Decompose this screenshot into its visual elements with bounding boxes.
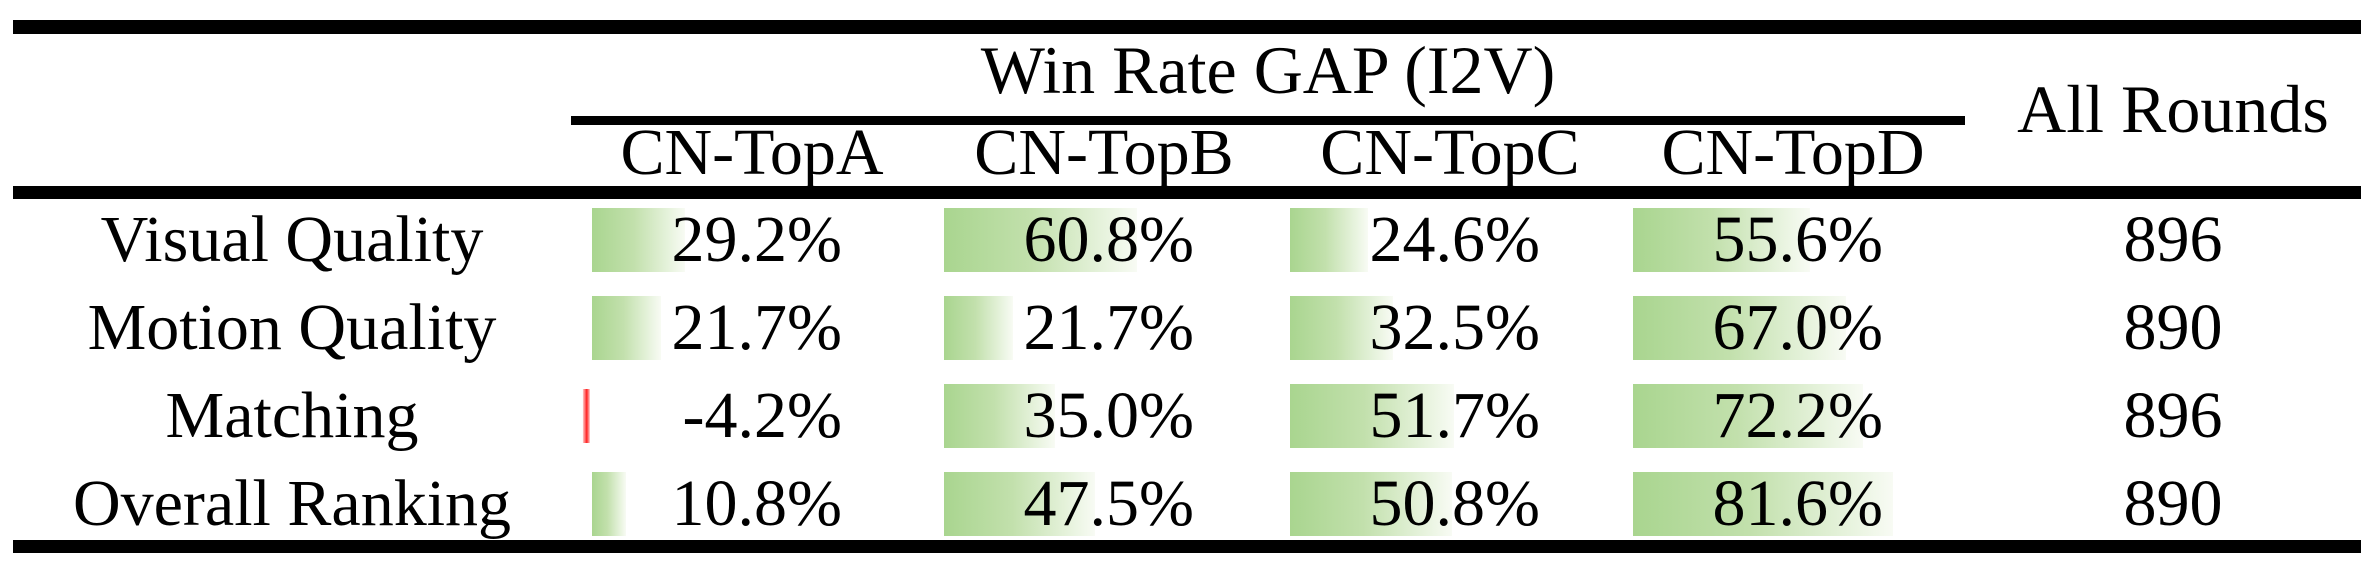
cell-value: 60.8%: [1023, 203, 1194, 276]
data-bar: [944, 472, 1096, 536]
data-bar: [582, 389, 590, 443]
cell-value: 55.6%: [1712, 203, 1883, 276]
row-label: Matching: [165, 379, 419, 452]
data-cell: -4.2%: [582, 372, 922, 460]
table-row-visual-quality: Visual Quality 29.2% 60.8% 24.6% 55.6% 8…: [0, 196, 2374, 284]
data-cell: 81.6%: [1633, 460, 1963, 548]
all-rounds-value: 896: [2123, 379, 2223, 452]
cell-value: 29.2%: [671, 203, 842, 276]
table-row-motion-quality: Motion Quality 21.7% 21.7% 32.5% 67.0% 8…: [0, 284, 2374, 372]
row-label: Visual Quality: [100, 203, 484, 276]
data-bar: [944, 296, 1013, 360]
data-cell: 51.7%: [1290, 372, 1620, 460]
table-row-overall-ranking: Overall Ranking 10.8% 47.5% 50.8% 81.6% …: [0, 460, 2374, 548]
data-bar: [944, 208, 1138, 272]
data-cell: 24.6%: [1290, 196, 1620, 284]
cell-value: 21.7%: [1023, 291, 1194, 364]
all-rounds-header: All Rounds: [2017, 70, 2329, 147]
data-cell: 32.5%: [1290, 284, 1620, 372]
all-rounds-value: 896: [2123, 203, 2223, 276]
data-cell: 67.0%: [1633, 284, 1963, 372]
all-rounds-value: 890: [2123, 467, 2223, 540]
data-bar: [1633, 208, 1810, 272]
column-header-cn-topb: CN-TopB: [974, 116, 1234, 189]
data-bar: [1633, 384, 1863, 448]
table-row-matching: Matching -4.2% 35.0% 51.7% 72.2% 896: [0, 372, 2374, 460]
data-cell: 35.0%: [944, 372, 1274, 460]
row-label: Overall Ranking: [72, 467, 512, 540]
data-bar: [1290, 472, 1452, 536]
data-cell: 21.7%: [944, 284, 1274, 372]
cell-value: 35.0%: [1023, 379, 1194, 452]
data-cell: 47.5%: [944, 460, 1274, 548]
cell-value: 67.0%: [1712, 291, 1883, 364]
column-header-cn-topd: CN-TopD: [1661, 116, 1925, 189]
cell-value: 51.7%: [1369, 379, 1540, 452]
data-cell: 10.8%: [592, 460, 922, 548]
data-bar: [1633, 472, 1893, 536]
data-cell: 72.2%: [1633, 372, 1963, 460]
row-label: Motion Quality: [87, 291, 497, 364]
cell-value: -4.2%: [682, 379, 842, 452]
data-bar: [1290, 208, 1369, 272]
data-bar: [592, 208, 685, 272]
cell-value: 72.2%: [1712, 379, 1883, 452]
data-bar: [592, 472, 627, 536]
data-cell: 55.6%: [1633, 196, 1963, 284]
cell-value: 81.6%: [1712, 467, 1883, 540]
data-cell: 29.2%: [592, 196, 922, 284]
cell-value: 32.5%: [1369, 291, 1540, 364]
all-rounds-value: 890: [2123, 291, 2223, 364]
data-bar: [1290, 296, 1394, 360]
cell-value: 21.7%: [671, 291, 842, 364]
top-rule: [13, 20, 2361, 34]
data-bar: [592, 296, 661, 360]
cell-value: 47.5%: [1023, 467, 1194, 540]
data-cell: 50.8%: [1290, 460, 1620, 548]
bottom-rule: [13, 540, 2361, 553]
data-bar: [944, 384, 1056, 448]
group-header-underline: [571, 116, 1965, 125]
column-header-cn-topa: CN-TopA: [620, 116, 884, 189]
header-rule: [13, 186, 2361, 199]
data-bar: [1633, 296, 1847, 360]
data-cell: 60.8%: [944, 196, 1274, 284]
data-cell: 21.7%: [592, 284, 922, 372]
cell-value: 10.8%: [671, 467, 842, 540]
column-header-cn-topc: CN-TopC: [1320, 116, 1580, 189]
group-header: Win Rate GAP (I2V): [980, 32, 1556, 108]
cell-value: 50.8%: [1369, 467, 1540, 540]
cell-value: 24.6%: [1369, 203, 1540, 276]
data-bar: [1290, 384, 1455, 448]
